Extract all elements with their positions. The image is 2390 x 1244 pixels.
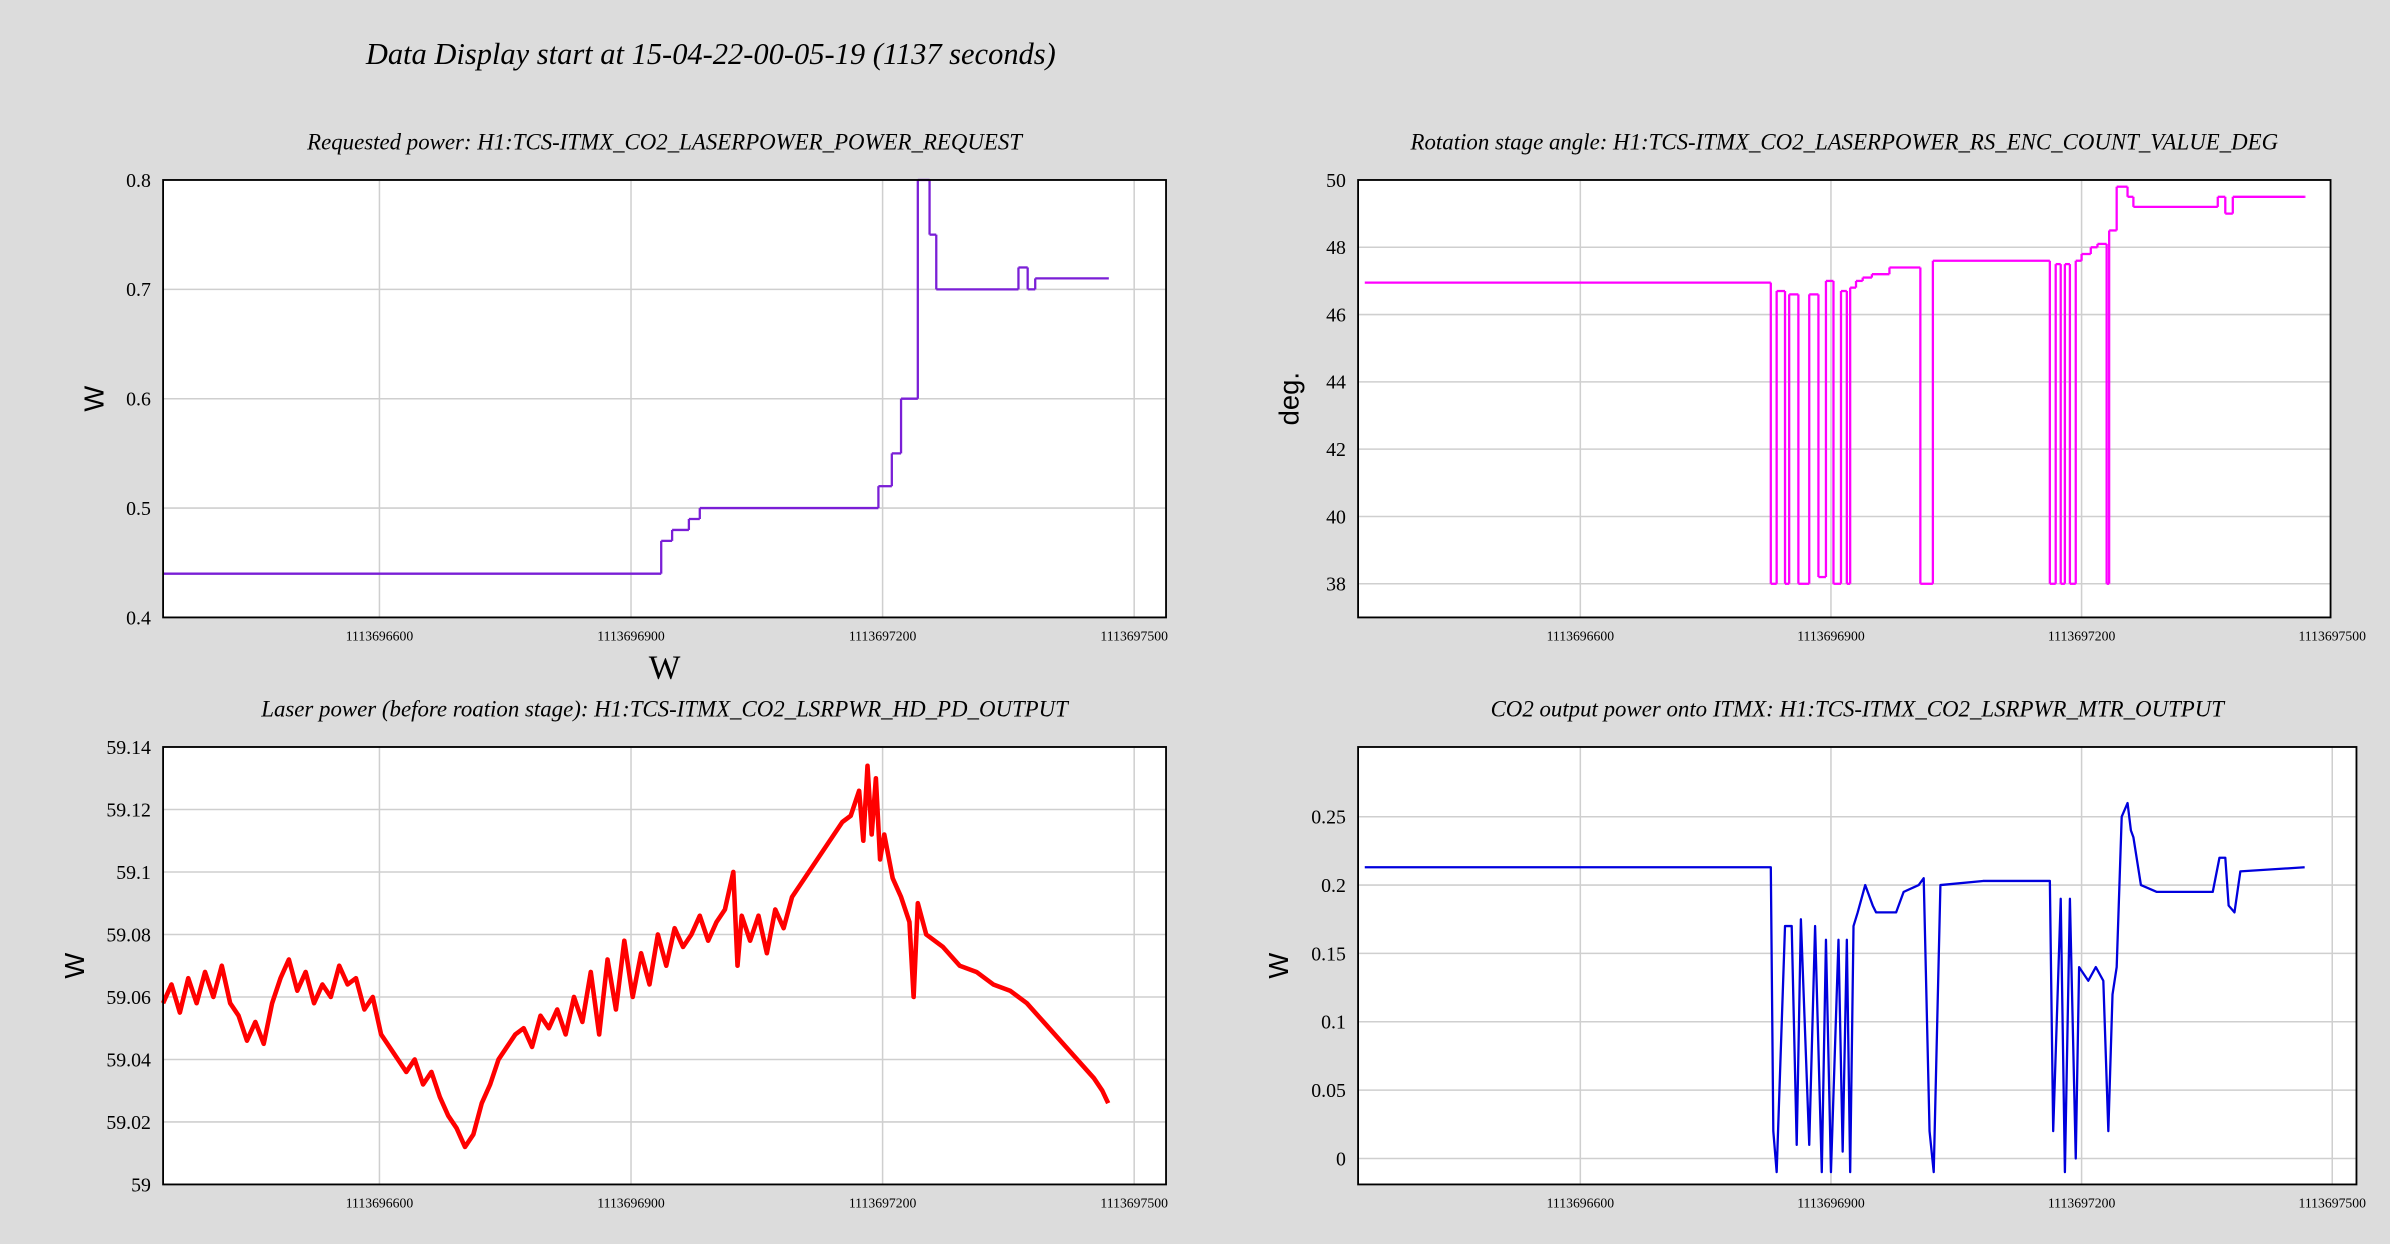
- y-tick-label: 48: [1326, 237, 1346, 259]
- y-tick-label: 44: [1326, 372, 1346, 394]
- y-tick-label: 0.05: [1311, 1080, 1346, 1102]
- chart-title: CO2 output power onto ITMX: H1:TCS-ITMX_…: [1491, 697, 2227, 722]
- y-tick-label: 50: [1326, 170, 1346, 192]
- y-tick-label: 0: [1336, 1148, 1346, 1170]
- x-tick-label: 1113697500: [2298, 1195, 2366, 1210]
- chart-title: Rotation stage angle: H1:TCS-ITMX_CO2_LA…: [1410, 129, 2279, 154]
- x-tick-label: 1113697500: [1100, 628, 1168, 643]
- y-tick-label: 59.02: [106, 1112, 151, 1134]
- x-tick-label: 1113697500: [1100, 1195, 1168, 1210]
- x-tick-label: 1113697200: [2048, 1195, 2116, 1210]
- y-tick-label: 0.25: [1311, 807, 1346, 829]
- x-tick-label: 1113696600: [346, 1195, 414, 1210]
- x-tick-label: 1113696900: [1797, 1195, 1865, 1210]
- y-tick-label: 59.08: [106, 924, 151, 946]
- x-axis-label: W: [649, 649, 681, 686]
- x-tick-label: 1113696900: [597, 628, 665, 643]
- y-axis-label: W: [59, 953, 90, 979]
- y-axis-label: deg.: [1274, 372, 1305, 425]
- y-tick-label: 38: [1326, 574, 1346, 596]
- chart-title: Requested power: H1:TCS-ITMX_CO2_LASERPO…: [306, 129, 1024, 154]
- x-tick-label: 1113697500: [2298, 628, 2366, 643]
- y-axis-label: W: [79, 386, 110, 412]
- plot-frame: [1357, 746, 2358, 1186]
- y-tick-label: 42: [1326, 439, 1346, 461]
- y-tick-label: 59.12: [106, 799, 151, 821]
- plot-frame: [162, 746, 1167, 1186]
- x-tick-label: 1113696900: [597, 1195, 665, 1210]
- plot-frame: [162, 179, 1167, 619]
- y-tick-label: 40: [1326, 506, 1346, 528]
- x-tick-label: 1113696600: [346, 628, 414, 643]
- y-axis-label: W: [1263, 953, 1294, 979]
- y-tick-label: 0.7: [126, 279, 151, 301]
- page-title: Data Display start at 15-04-22-00-05-19 …: [365, 37, 1056, 71]
- data-line: [1364, 801, 2305, 1174]
- chart-title: Laser power (before roation stage): H1:T…: [260, 697, 1070, 722]
- y-tick-label: 59.04: [106, 1049, 151, 1071]
- y-tick-label: 59.14: [106, 737, 151, 759]
- y-tick-label: 0.8: [126, 170, 151, 192]
- x-tick-label: 1113697200: [2048, 628, 2116, 643]
- x-tick-label: 1113696600: [1547, 1195, 1615, 1210]
- data-line: [161, 763, 1111, 1150]
- plot-frame: [1357, 179, 2332, 619]
- x-tick-label: 1113697200: [849, 628, 917, 643]
- y-tick-label: 59.1: [116, 862, 151, 884]
- y-tick-label: 0.4: [126, 607, 151, 629]
- y-tick-label: 46: [1326, 304, 1346, 326]
- y-tick-label: 0.1: [1321, 1012, 1346, 1034]
- y-tick-label: 0.15: [1311, 943, 1346, 965]
- y-tick-label: 0.5: [126, 498, 151, 520]
- y-tick-label: 59: [131, 1174, 151, 1196]
- plot-area: [1358, 179, 2331, 618]
- y-tick-label: 0.2: [1321, 875, 1346, 897]
- x-tick-label: 1113696900: [1797, 628, 1865, 643]
- y-tick-label: 59.06: [106, 987, 151, 1009]
- x-tick-label: 1113696600: [1547, 628, 1615, 643]
- y-tick-label: 0.6: [126, 389, 151, 411]
- x-tick-label: 1113697200: [849, 1195, 917, 1210]
- plot-area: [1358, 746, 2357, 1185]
